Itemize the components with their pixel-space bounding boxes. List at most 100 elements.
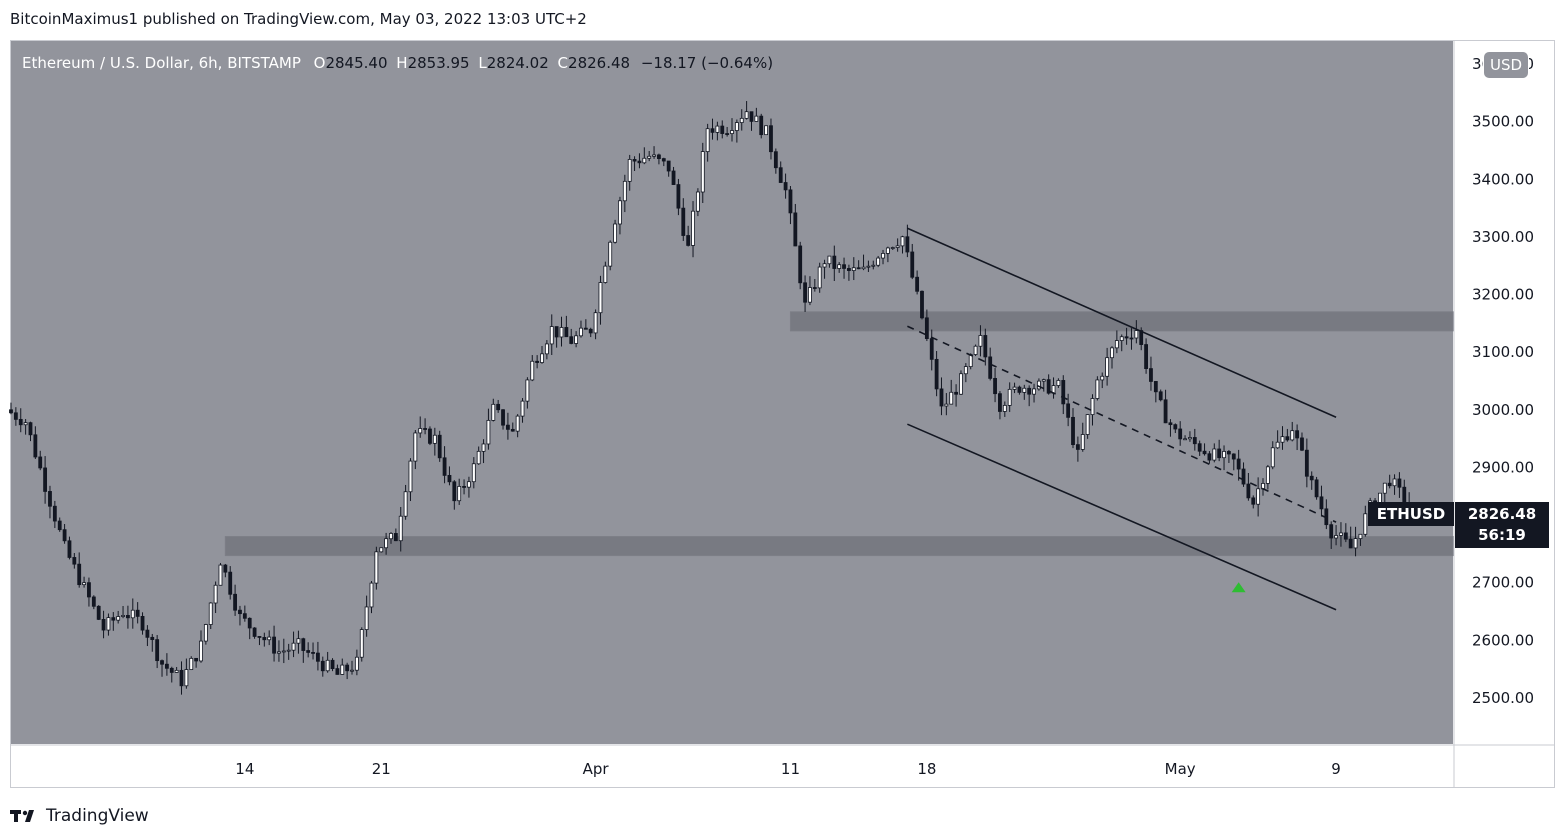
candle-body	[179, 669, 184, 687]
footer-brand-text: TradingView	[46, 806, 149, 826]
candle-body	[164, 663, 169, 669]
candle-body	[900, 236, 905, 247]
candle-body	[881, 253, 885, 259]
candle-body	[1037, 380, 1041, 390]
currency-button[interactable]: USD	[1483, 51, 1529, 79]
candle-body	[715, 125, 720, 133]
candle-body	[949, 391, 954, 405]
candle-body	[1236, 458, 1241, 470]
candle-body	[52, 505, 57, 522]
candle-body	[1027, 387, 1032, 395]
candle-body	[1080, 434, 1085, 450]
candle-body	[13, 412, 18, 420]
candle-body	[437, 434, 442, 459]
candle-body	[379, 547, 384, 553]
legend-symbol: Ethereum / U.S. Dollar, 6h, BITSTAMP	[22, 54, 301, 72]
candle-body	[428, 428, 432, 444]
candle-body	[43, 467, 48, 492]
candle-body	[462, 486, 466, 488]
candle-body	[432, 434, 437, 444]
candle-body	[759, 115, 764, 136]
candle-body	[242, 613, 247, 619]
candle-body	[1168, 422, 1173, 426]
candle-body	[325, 659, 330, 672]
candle-body	[62, 529, 67, 542]
candle-body	[1119, 336, 1124, 341]
candle-body	[720, 125, 725, 134]
symbol-legend: Ethereum / U.S. Dollar, 6h, BITSTAMP O28…	[22, 54, 773, 72]
candle-body	[1202, 450, 1207, 455]
candle-body	[1056, 380, 1061, 386]
candle-body	[691, 210, 695, 246]
candle-body	[847, 268, 851, 271]
candle-body	[788, 189, 793, 214]
descending-channel	[907, 227, 1337, 611]
candle-body	[126, 615, 130, 619]
horizontal-zone[interactable]	[224, 536, 1454, 557]
candle-body	[764, 125, 769, 136]
candle-body	[1241, 468, 1246, 485]
candle-body	[1163, 399, 1168, 424]
candle-body	[1100, 375, 1105, 381]
candle-body	[1222, 451, 1226, 459]
candle-body	[803, 282, 807, 303]
candle-body	[808, 287, 812, 303]
candle-body	[822, 263, 827, 268]
channel-lower-line[interactable]	[907, 423, 1337, 611]
legend-open-value: 2845.40	[325, 54, 388, 72]
candle-body	[1134, 330, 1139, 339]
candle-body	[627, 159, 632, 182]
candle-body	[832, 255, 837, 269]
candle-body	[1246, 483, 1251, 499]
time-tick-label: May	[1165, 760, 1196, 778]
candle-body	[111, 617, 116, 621]
candle-body	[618, 200, 622, 225]
candle-body	[827, 255, 832, 265]
price-tick-label: 3100.00	[1472, 343, 1534, 361]
candle-body	[579, 327, 583, 337]
candle-body	[730, 130, 734, 134]
price-tick-label: 3300.00	[1472, 228, 1534, 246]
candle-body	[467, 481, 471, 488]
time-axis[interactable]: 14 21 Apr 11 18 May 9	[235, 760, 1341, 778]
candle-body	[559, 327, 564, 338]
candle-body	[199, 640, 203, 662]
candle-body	[1387, 482, 1392, 487]
price-tick-label: 3200.00	[1472, 286, 1534, 304]
horizontal-zone[interactable]	[789, 311, 1454, 332]
footer-brand[interactable]: TradingView	[10, 806, 149, 826]
candle-body	[218, 564, 223, 586]
candle-body	[657, 154, 661, 159]
candle-body	[959, 373, 963, 395]
candle-body	[1217, 448, 1222, 459]
price-axis[interactable]: 3600.003500.003400.003300.003200.003100.…	[1472, 55, 1534, 707]
candle-body	[598, 282, 603, 314]
candle-body	[364, 606, 369, 630]
candle-body	[140, 616, 145, 631]
plot-area[interactable]	[11, 41, 1453, 744]
candle-body	[749, 111, 754, 122]
candle-body	[773, 151, 778, 169]
candle-body	[876, 257, 881, 266]
channel-midline[interactable]	[907, 325, 1337, 523]
candle-body	[316, 652, 320, 662]
candle-body	[963, 366, 968, 375]
candle-body	[1392, 478, 1397, 487]
candle-body	[905, 236, 910, 253]
candle-body	[895, 245, 900, 248]
candle-body	[1256, 488, 1261, 505]
candle-body	[998, 393, 1002, 412]
candle-body	[330, 659, 335, 670]
candle-body	[515, 415, 520, 432]
candle-body	[91, 596, 96, 607]
candle-body	[1188, 437, 1192, 440]
candle-body	[481, 443, 486, 452]
candle-body	[228, 571, 233, 595]
candle-body	[389, 533, 393, 540]
candle-body	[520, 400, 525, 417]
candle-body	[286, 649, 291, 652]
channel-upper-line[interactable]	[907, 227, 1337, 419]
candle-body	[155, 639, 160, 662]
candle-body	[116, 616, 121, 621]
